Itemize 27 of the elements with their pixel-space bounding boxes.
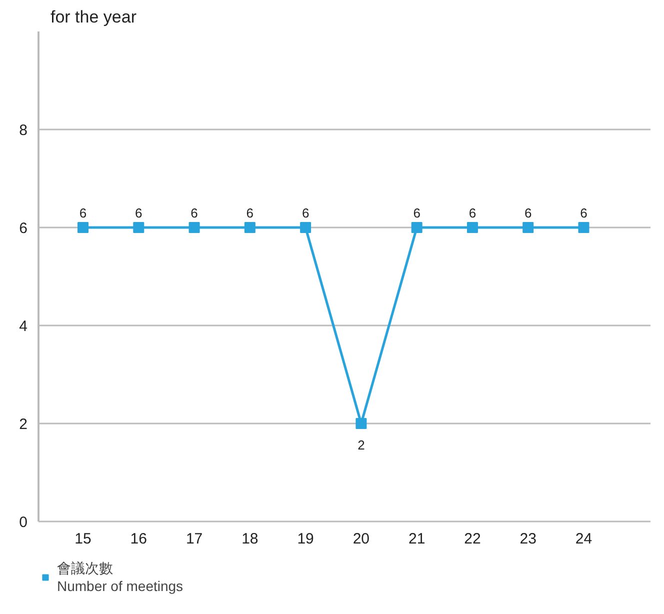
- x-tick-label: 20: [352, 530, 370, 548]
- data-label: 6: [246, 206, 254, 220]
- data-label: 6: [524, 206, 532, 220]
- data-label: 6: [413, 206, 420, 220]
- chart-title: for the year: [50, 8, 137, 26]
- x-tick-label: 18: [242, 530, 258, 548]
- x-tick-label: 21: [408, 530, 426, 548]
- data-label: 6: [190, 206, 198, 220]
- x-tick-label: 17: [186, 530, 203, 548]
- y-tick-label: 0: [19, 514, 28, 531]
- x-tick-label: 16: [130, 530, 147, 548]
- data-label: 2: [358, 438, 365, 452]
- data-label: 6: [135, 206, 142, 220]
- y-tick-label: 4: [19, 318, 28, 335]
- data-label: 6: [580, 206, 588, 220]
- legend-label: 會議次數 Number of meetings: [57, 560, 184, 594]
- y-tick-label: 2: [19, 416, 28, 433]
- x-tick-label: 24: [575, 530, 592, 548]
- data-label: 6: [302, 206, 310, 220]
- data-label: 6: [468, 206, 476, 220]
- x-tick-label: 15: [74, 530, 92, 548]
- y-tick-label: 6: [19, 220, 28, 237]
- data-label: 6: [79, 206, 87, 220]
- x-tick-label: 19: [297, 530, 314, 548]
- y-tick-label: 8: [19, 122, 28, 139]
- x-tick-label: 23: [520, 530, 536, 548]
- x-tick-label: 22: [464, 530, 481, 548]
